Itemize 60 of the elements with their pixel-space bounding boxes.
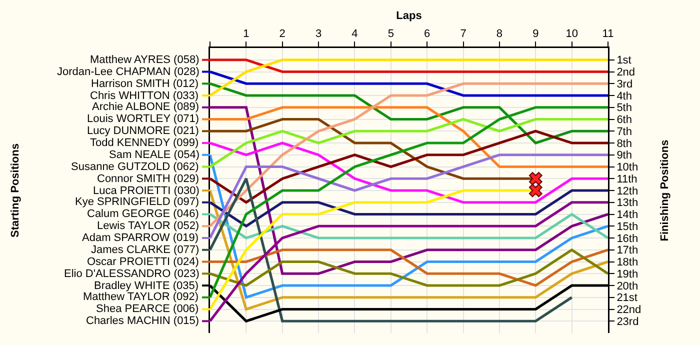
y2-tick-label: 14th [616, 209, 638, 222]
legend-label: Louis WORTLEY (071) [87, 113, 200, 125]
y2-tick-label: 2nd [616, 66, 636, 79]
x-tick-label: 3 [315, 28, 322, 40]
legend-label: Matthew AYRES (058) [90, 54, 200, 66]
y2-tick-label: 21st [616, 292, 638, 304]
x-tick-label: 2 [279, 28, 286, 40]
legend-label: Lewis TAYLOR (052) [97, 220, 200, 232]
y2-tick-label: 3rd [616, 78, 633, 90]
y2-tick-label: 5th [616, 102, 632, 114]
x-tick-label: 6 [424, 28, 430, 40]
y2-tick-label: 15th [616, 220, 638, 233]
x-tick-label: 8 [496, 28, 503, 40]
y2-tick-label: 23rd [616, 316, 639, 328]
y2-tick-label: 1st [616, 54, 632, 67]
legend-label: Harrison SMITH (012) [91, 78, 199, 90]
y2-tick-label: 11th [616, 173, 638, 186]
legend-label: Matthew TAYLOR (092) [83, 291, 199, 303]
x-tick-label: 10 [566, 28, 578, 40]
legend-label: Jordan-Lee CHAPMAN (028) [57, 66, 200, 78]
x-tick-label: 4 [352, 28, 358, 40]
y2-tick-label: 13th [616, 197, 638, 210]
x-axis-title: Laps [396, 10, 422, 22]
legend-label: Kye SPRINGFIELD (097) [75, 196, 200, 208]
y2-tick-label: 16th [616, 232, 638, 245]
x-tick-label: 7 [460, 28, 466, 40]
legend-label: Archie ALBONE (089) [92, 101, 199, 113]
y2-tick-label: 8th [616, 138, 632, 150]
legend-label: Oscar PROIETTI (024) [87, 256, 199, 268]
legend-label: Chris WHITTON (033) [90, 90, 199, 102]
y2-tick-label: 19th [616, 268, 638, 280]
y2-tick-label: 20th [616, 280, 638, 292]
x-tick-label: 1 [243, 28, 250, 40]
legend-label: Todd KENNEDY (099) [90, 137, 199, 149]
legend-label: Adam SPARROW (019) [82, 232, 199, 244]
legend-label: Susanne GUTZOLD (062) [71, 161, 199, 173]
legend-label: Charles MACHIN (015) [86, 315, 200, 327]
legend-label: Calum GEORGE (046) [87, 208, 199, 220]
y2-axis-title: Finishing Positions [659, 140, 672, 242]
legend-label: Lucy DUNMORE (021) [87, 125, 199, 137]
y2-tick-label: 9th [616, 150, 632, 162]
y2-tick-label: 10th [616, 162, 638, 174]
y2-tick-label: 22nd [616, 304, 642, 316]
y2-tick-label: 7th [616, 126, 632, 138]
y2-tick-label: 4th [616, 90, 632, 102]
x-tick-label: 11 [602, 28, 614, 40]
legend-label: Bradley WHITE (035) [94, 280, 199, 292]
legend-label: Luca PROIETTI (030) [93, 185, 200, 197]
legend-label: Elio D'ALESSANDRO (023) [64, 268, 200, 280]
y2-tick-label: 12th [616, 185, 638, 198]
legend-label: Sam NEALE (054) [109, 149, 200, 161]
text: Starting Positions [10, 143, 22, 238]
x-tick-label: 9 [532, 28, 539, 40]
y2-tick-label: 6th [616, 114, 632, 126]
legend-label: Connor SMITH (029) [97, 173, 200, 185]
x-tick-label: 5 [388, 28, 394, 40]
y2-tick-label: 18th [616, 256, 638, 269]
legend-label: James CLARKE (077) [91, 244, 200, 256]
legend-label: Shea PEARCE (006) [96, 303, 199, 315]
y2-tick-label: 17th [616, 244, 638, 257]
